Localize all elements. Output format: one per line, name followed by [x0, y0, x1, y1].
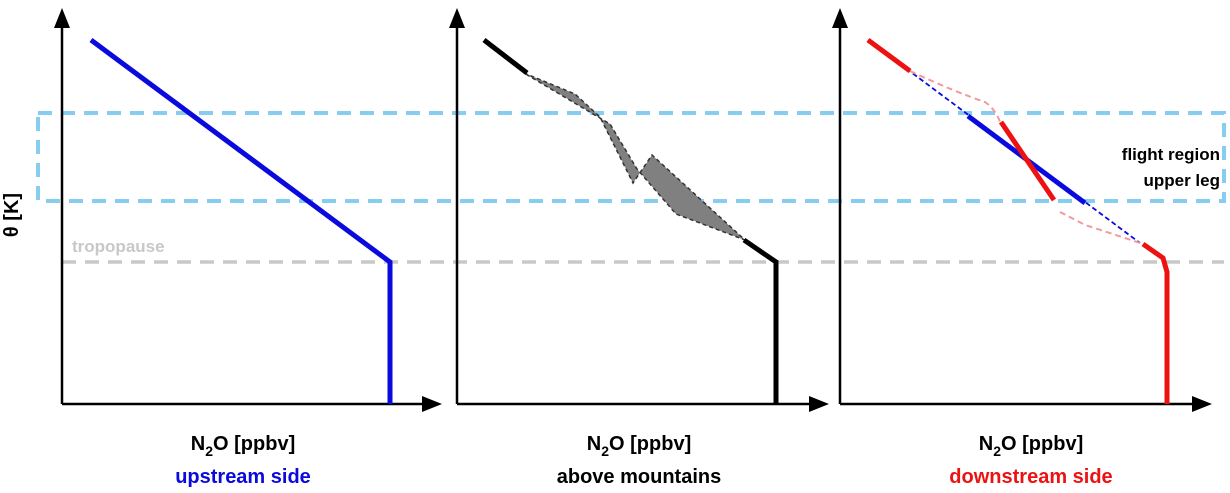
downstream-profile-mid — [998, 120, 1057, 202]
y-axis-arrow-1 — [54, 8, 70, 28]
flight-region-label-line2: upper leg — [1143, 171, 1220, 190]
y-axis-arrow-2 — [449, 8, 465, 28]
panel-title-2: above mountains — [557, 466, 721, 488]
flight-region-label-line1: flight region — [1122, 145, 1220, 164]
x-axis-arrow-3 — [1192, 396, 1212, 412]
panel-downstream — [832, 8, 1212, 412]
x-axis-label-1: N2O [ppbv] — [191, 433, 295, 459]
downstream-profile-bottom — [1141, 241, 1170, 404]
uncertainty-region — [523, 72, 746, 241]
upstream-profile — [89, 37, 393, 404]
panel-title-3: downstream side — [949, 466, 1112, 488]
panel-title-1: upstream side — [175, 466, 311, 488]
panel-above-mountains — [449, 8, 829, 412]
x-axis-arrow-1 — [422, 396, 442, 412]
x-axis-label-2: N2O [ppbv] — [587, 433, 691, 459]
downstream-displaced-dashed — [909, 70, 1144, 245]
y-axis-arrow-3 — [832, 8, 848, 28]
x-axis-label-3: N2O [ppbv] — [979, 433, 1083, 459]
tropopause-label: tropopause — [72, 237, 165, 256]
x-axis-arrow-2 — [809, 396, 829, 412]
flight-region-band — [36, 111, 1226, 203]
downstream-profile-top — [866, 37, 912, 74]
above-profile-bottom — [742, 237, 779, 404]
above-profile-top — [482, 38, 529, 75]
panel-upstream — [54, 8, 442, 412]
y-axis-label: θ [K] — [1, 193, 23, 237]
